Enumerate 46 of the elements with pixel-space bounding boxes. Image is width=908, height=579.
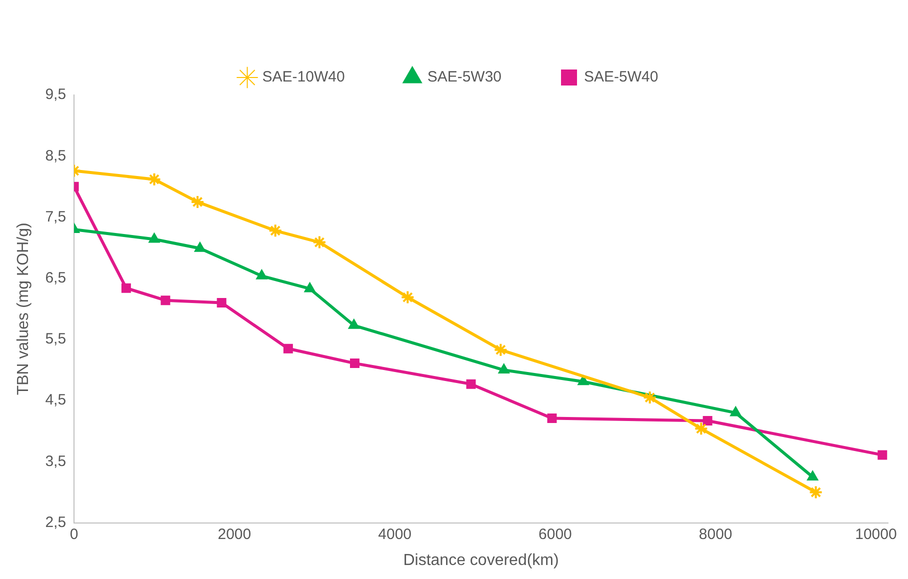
legend-label: SAE-10W40 [262,68,345,86]
x-tick-label: 0 [70,526,78,543]
point [256,269,268,280]
point [194,242,206,252]
x-axis-title: Distance covered(km) [403,552,559,569]
legend-label: SAE-5W40 [584,68,658,86]
y-tick-label: 6,5 [45,269,66,286]
point [878,450,888,460]
point [578,375,589,386]
x-tick-label: 8000 [698,526,732,543]
point [547,414,557,424]
point [268,224,282,238]
y-axis-title: TBN values (mg KOH/g) [15,222,32,396]
point [190,194,205,209]
point [400,290,415,304]
point [494,342,508,357]
point [498,364,510,374]
point [466,379,476,389]
point [808,485,823,500]
y-tick-label: 5,5 [45,330,66,348]
y-tick-label: 8,5 [45,147,66,164]
x-tick-label: 6000 [538,526,572,543]
y-tick-label: 3,5 [45,452,66,470]
point [148,232,160,243]
x-tick-label: 10000 [855,526,897,543]
point [312,235,326,250]
point [160,296,170,306]
y-tick-label: 7,5 [45,208,66,226]
point [702,416,712,426]
point [216,298,226,308]
point [694,422,708,436]
point [348,318,360,329]
point [350,358,360,368]
point [806,470,818,480]
point [730,406,742,416]
point [147,172,162,186]
point [642,390,657,405]
y-tick-label: 4,5 [45,392,66,409]
y-tick-label: 9,5 [45,86,66,104]
point [304,282,316,292]
y-tick-label: 2,5 [45,514,66,531]
x-tick-label: 4000 [378,526,412,543]
legend-label: SAE-5W30 [427,68,502,86]
point [283,344,293,354]
x-tick-label: 2000 [218,526,252,543]
point [121,283,131,293]
